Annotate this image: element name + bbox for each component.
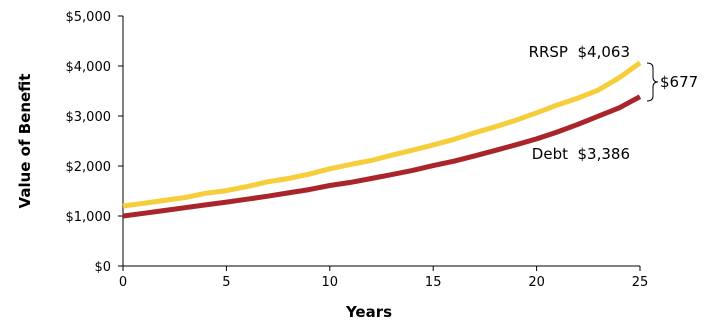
y-tick-label: $0: [94, 260, 111, 275]
x-tick-label: 10: [322, 275, 339, 290]
y-tick-label: $1,000: [66, 210, 112, 225]
x-axis: 0 5 10 15 20 25: [119, 265, 649, 290]
x-tick-label: 25: [632, 275, 649, 290]
debt-annotation: Debt $3,386: [532, 145, 630, 163]
y-axis-title: Value of Benefit: [16, 74, 34, 209]
debt-series-line: [122, 94, 642, 219]
x-tick-label: 20: [528, 275, 545, 290]
y-tick-label: $2,000: [66, 160, 112, 175]
y-tick-label: $4,000: [66, 60, 112, 75]
y-axis: $0 $1,000 $2,000 $3,000 $4,000 $5,000: [66, 10, 124, 275]
difference-bracket: [646, 62, 659, 102]
x-tick-label: 0: [119, 275, 127, 290]
x-axis-title: Years: [345, 303, 392, 320]
difference-annotation: $677: [660, 73, 698, 91]
x-tick-label: 5: [222, 275, 230, 290]
rrsp-annotation: RRSP $4,063: [529, 43, 630, 61]
y-tick-label: $5,000: [66, 10, 112, 25]
x-tick-label: 15: [425, 275, 442, 290]
y-tick-label: $3,000: [66, 110, 112, 125]
rrsp-series-line: [122, 60, 642, 209]
